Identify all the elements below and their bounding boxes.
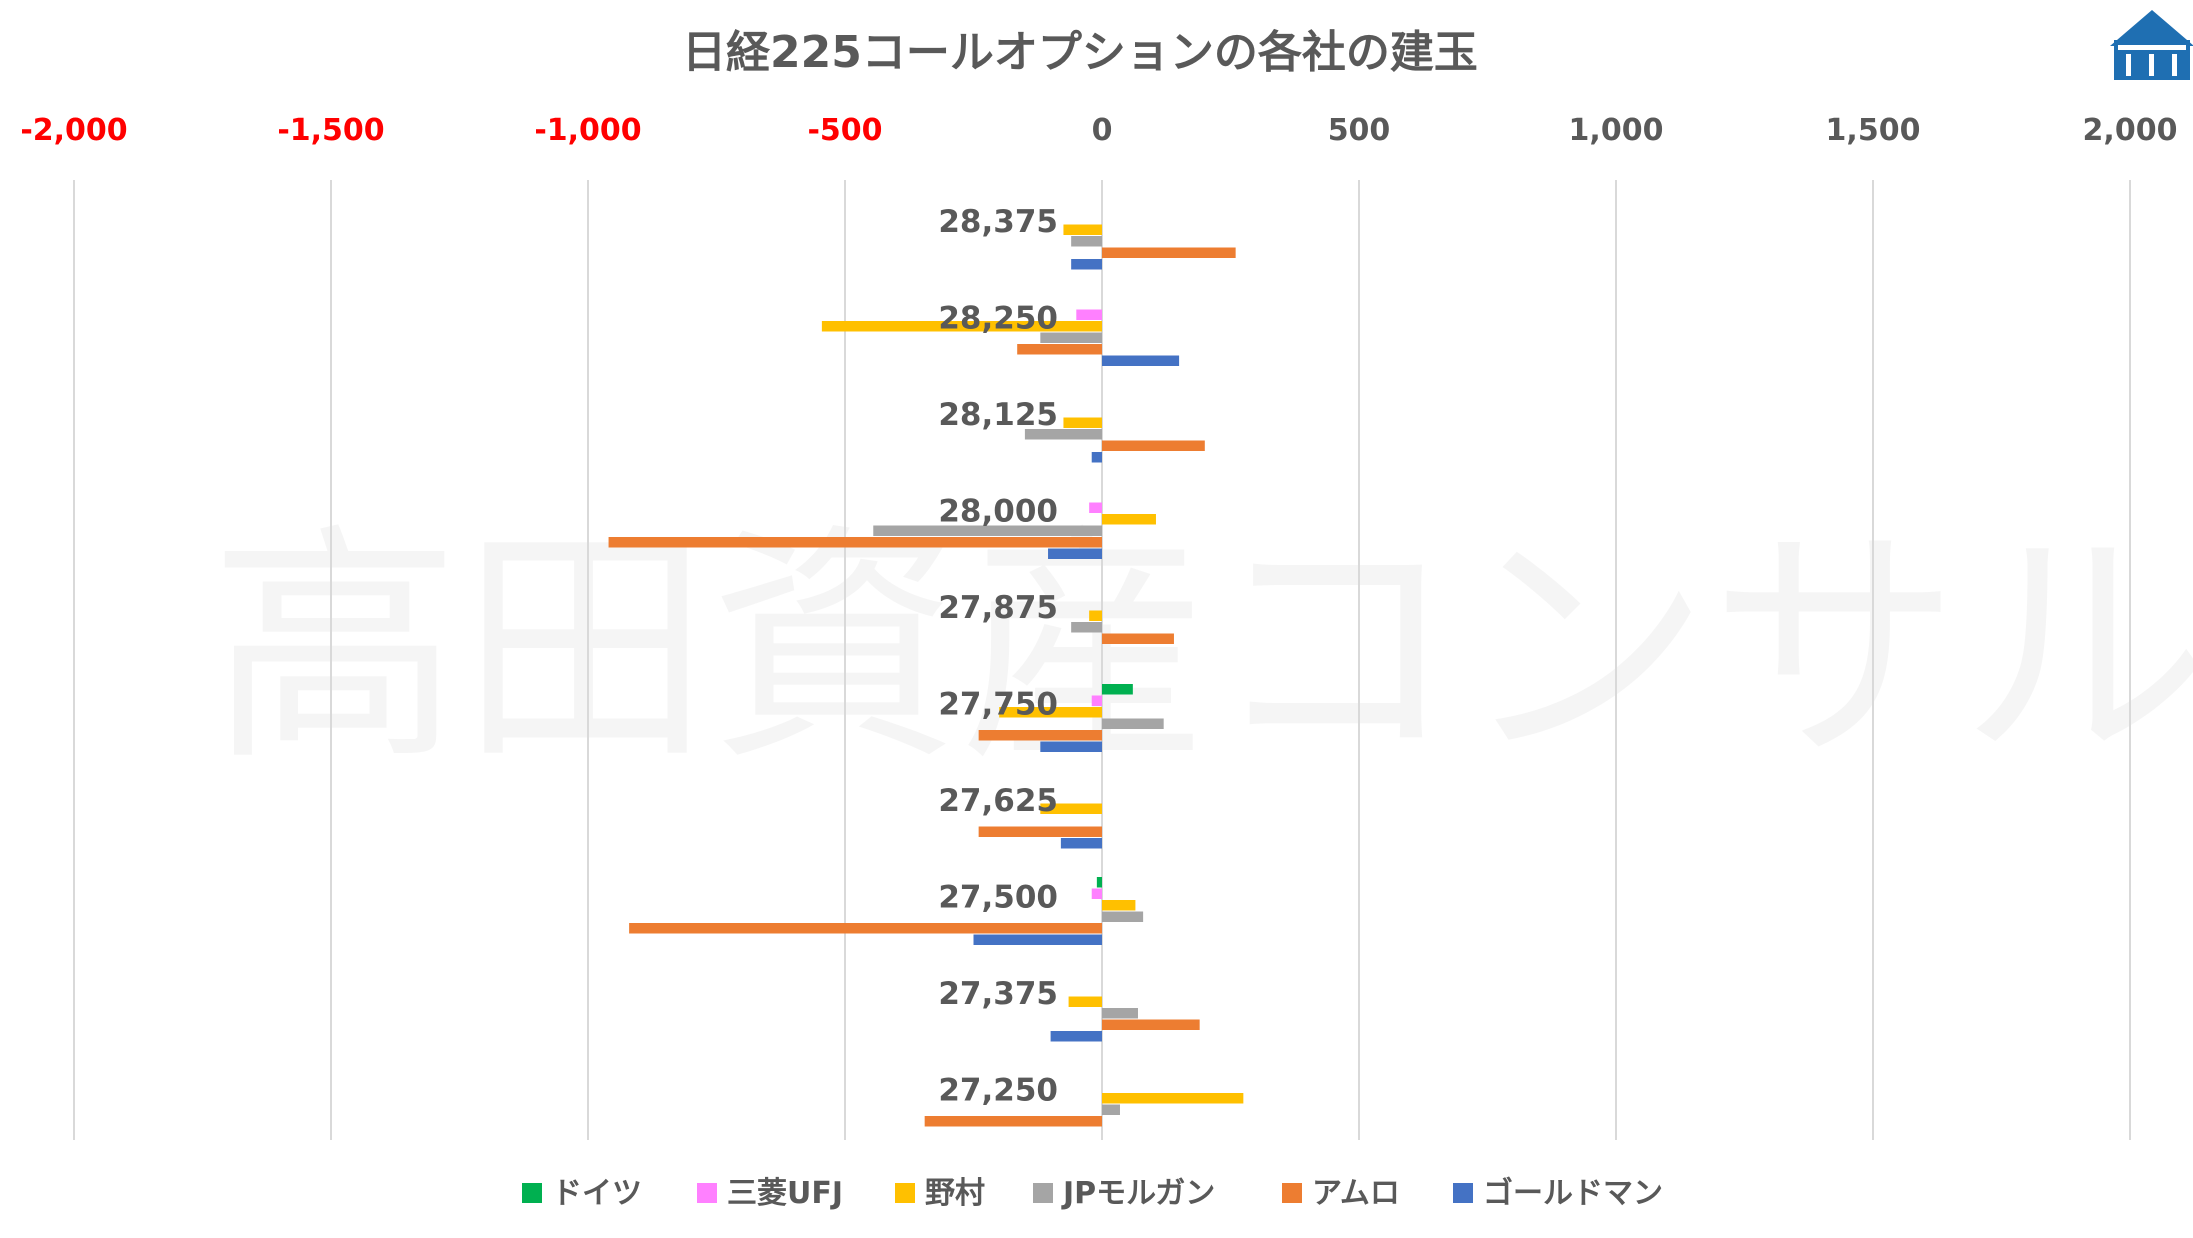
bar — [821, 321, 1102, 332]
bar — [973, 934, 1102, 945]
legend-label: 三菱UFJ — [727, 1176, 843, 1211]
legend: ドイツ 三菱UFJ 野村 JPモルガン アムロ ゴールドマン — [522, 1176, 1663, 1211]
bar — [1102, 1019, 1200, 1030]
bar — [1102, 440, 1205, 451]
bar — [1102, 1093, 1244, 1104]
legend-swatch — [1453, 1183, 1473, 1203]
bar — [1040, 332, 1102, 343]
bar — [1071, 622, 1102, 633]
bar — [1071, 236, 1102, 247]
bar — [1102, 911, 1144, 922]
bar — [1063, 417, 1102, 428]
logo-beam-icon — [2118, 45, 2186, 50]
category-label: 28,000 — [938, 494, 1058, 530]
legend-swatch — [1282, 1183, 1302, 1203]
x-tick-label: -1,000 — [534, 113, 641, 148]
logo-pillar-right-icon — [2172, 54, 2177, 76]
x-tick-label: -500 — [807, 113, 882, 148]
bar — [1091, 452, 1102, 463]
bar — [1102, 633, 1174, 644]
bar — [924, 1116, 1102, 1127]
bar — [1048, 548, 1102, 559]
category-label: 28,125 — [938, 397, 1058, 433]
bar — [1102, 718, 1164, 729]
category-label: 27,500 — [938, 880, 1058, 916]
bar — [1089, 610, 1102, 621]
x-tick-label: 1,500 — [1826, 113, 1921, 148]
bar — [1024, 429, 1102, 440]
bar — [1102, 684, 1133, 695]
bar — [1040, 741, 1102, 752]
bar — [1060, 838, 1102, 849]
logo-icon — [2110, 10, 2193, 80]
bar — [1102, 355, 1180, 366]
category-labels: 28,375 28,250 28,125 28,000 27,875 27,750 27,6… — [938, 204, 1058, 1109]
bar — [1096, 877, 1102, 888]
bar — [1102, 514, 1156, 525]
legend-label: ゴールドマン — [1483, 1176, 1663, 1211]
bar — [1089, 502, 1102, 513]
legend-label: 野村 — [925, 1176, 985, 1211]
category-label: 27,625 — [938, 783, 1058, 819]
legend-swatch — [1033, 1183, 1053, 1203]
category-label: 27,375 — [938, 976, 1058, 1012]
bar — [873, 525, 1102, 536]
bar — [1068, 996, 1102, 1007]
bar — [629, 923, 1102, 934]
bar — [1102, 1104, 1120, 1115]
x-tick-label: 2,000 — [2083, 113, 2178, 148]
legend-label: アムロ — [1312, 1176, 1400, 1211]
legend-label: JPモルガン — [1061, 1176, 1215, 1211]
x-tick-label: 500 — [1328, 113, 1391, 148]
x-tick-label: -1,500 — [277, 113, 384, 148]
bar — [1071, 259, 1102, 270]
bar — [1040, 803, 1102, 814]
category-label: 28,375 — [938, 204, 1058, 240]
bar — [1076, 309, 1102, 320]
x-tick-label: -2,000 — [20, 113, 127, 148]
x-tick-label: 1,000 — [1569, 113, 1664, 148]
chart-title: 日経225コールオプションの各社の建玉 — [682, 27, 1478, 78]
bar — [1063, 224, 1102, 235]
legend-swatch — [522, 1183, 542, 1203]
bars — [608, 224, 1244, 1127]
bar — [1102, 900, 1136, 911]
grid-lines — [73, 180, 2131, 1140]
logo-pillar-mid-icon — [2149, 54, 2154, 76]
x-tick-label: 0 — [1092, 113, 1113, 148]
category-label: 28,250 — [938, 301, 1058, 337]
bar — [1102, 247, 1236, 258]
bar — [999, 707, 1102, 718]
logo-roof-icon — [2110, 10, 2193, 46]
watermark-text: 高田資産コンサル — [210, 503, 2193, 794]
category-label: 27,250 — [938, 1073, 1058, 1109]
legend-swatch — [895, 1183, 915, 1203]
bar — [1017, 344, 1102, 355]
category-label: 27,875 — [938, 590, 1058, 626]
legend-label: ドイツ — [552, 1176, 642, 1211]
bar — [978, 730, 1102, 741]
logo-pillar-left-icon — [2126, 54, 2131, 76]
bar — [608, 537, 1102, 548]
bar — [1091, 888, 1102, 899]
category-label: 27,750 — [938, 687, 1058, 723]
bar — [1050, 1031, 1102, 1042]
bar — [1091, 695, 1102, 706]
legend-swatch — [697, 1183, 717, 1203]
bar — [1102, 1008, 1138, 1019]
bar — [978, 826, 1102, 837]
x-axis-ticks: -2,000 -1,500 -1,000 -500 0 500 1,000 1,500 2,00… — [20, 113, 2177, 148]
